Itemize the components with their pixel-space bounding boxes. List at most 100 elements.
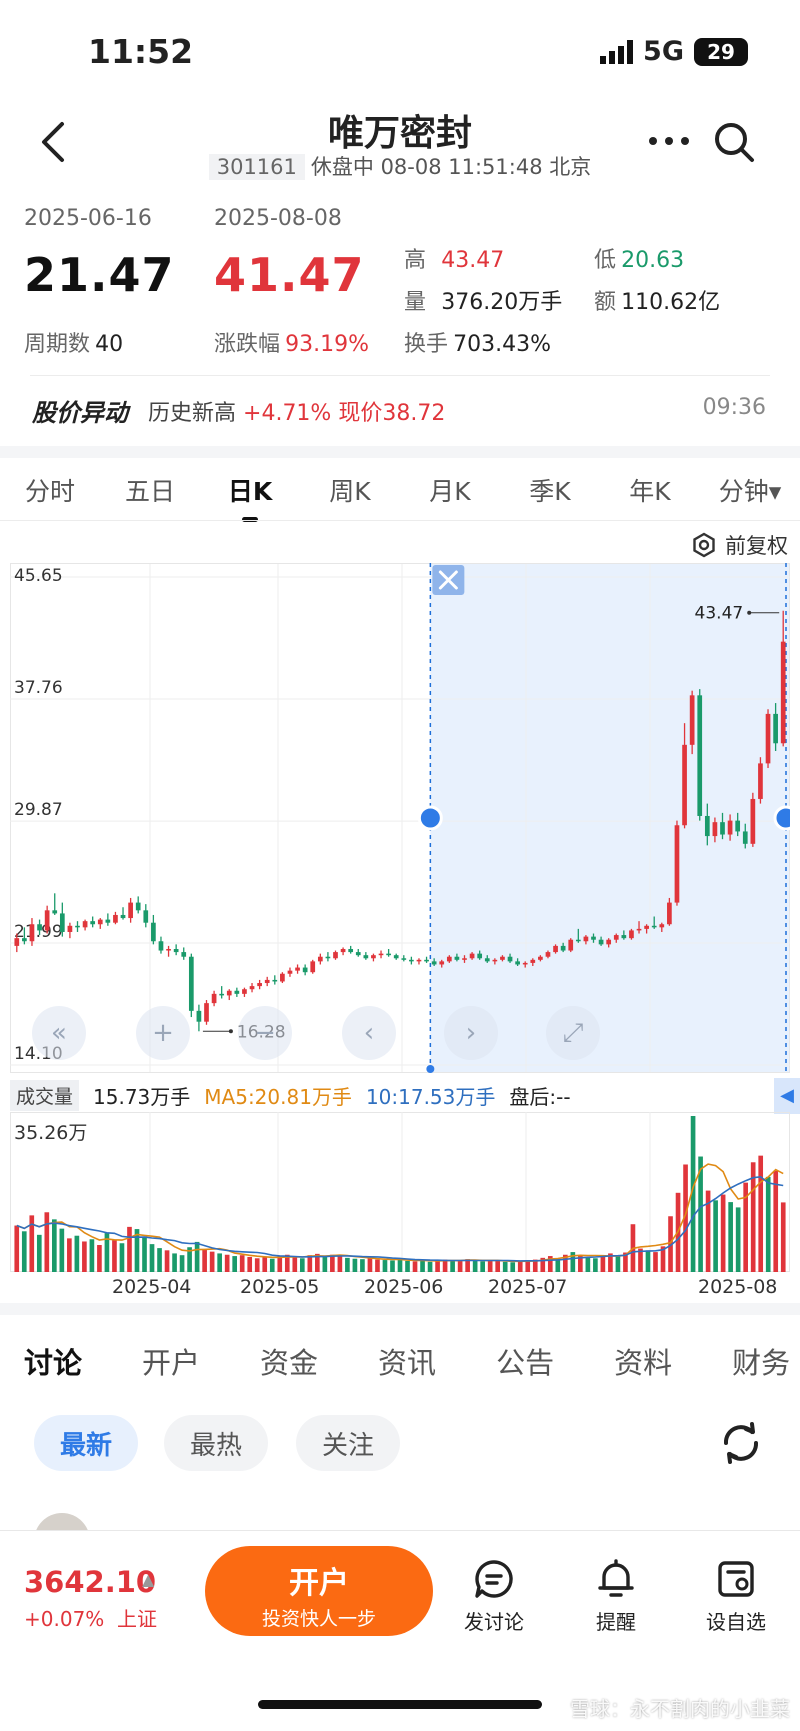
rewind-icon[interactable]: «: [32, 1006, 86, 1060]
add-watchlist-button[interactable]: 设自选: [686, 1558, 786, 1635]
next-icon[interactable]: ›: [444, 1006, 498, 1060]
price-adjust-button[interactable]: 前复权: [691, 530, 788, 560]
selection-close-icon[interactable]: [432, 565, 465, 595]
volume-bar: [127, 1226, 132, 1272]
volume-bar: [495, 1260, 501, 1272]
candle-body: [439, 961, 445, 965]
y-tick-label: 21.99: [14, 922, 63, 942]
zoom-in-icon[interactable]: +: [136, 1006, 190, 1060]
content-tab-0[interactable]: 讨论: [24, 1340, 82, 1382]
volume-bar: [315, 1253, 320, 1272]
chart-tab-7[interactable]: 分钟▾: [718, 477, 782, 506]
volume-bar: [427, 1261, 433, 1272]
content-tab-4[interactable]: 公告: [496, 1346, 555, 1380]
chat-icon: [475, 1560, 513, 1598]
volume-bar: [570, 1252, 576, 1272]
candle-body: [280, 973, 285, 982]
more-icon[interactable]: [646, 126, 692, 156]
chart-tabs: 分时 五日 日K 周K 月K 季K 年K 分钟▾: [0, 462, 800, 522]
volume-bar: [375, 1259, 380, 1272]
content-tabs: 讨论 开户 资金 资讯 公告 资料 财务: [24, 1340, 800, 1382]
candle-body: [742, 831, 748, 844]
candle-body: [348, 948, 354, 953]
open-account-button[interactable]: 开户 投资快人一步: [205, 1546, 433, 1636]
volume-bar: [397, 1259, 403, 1272]
candle-body: [310, 961, 316, 973]
back-icon[interactable]: [34, 118, 74, 166]
candle-body: [120, 914, 126, 919]
candle-body: [750, 798, 756, 844]
volume-bar: [277, 1256, 283, 1272]
chart-tab-5[interactable]: 季K: [529, 477, 571, 506]
expand-panel-icon[interactable]: ◀: [774, 1078, 800, 1114]
chart-tab-4[interactable]: 月K: [429, 477, 471, 506]
zoom-out-icon[interactable]: −: [238, 1006, 292, 1060]
content-tab-3[interactable]: 资讯: [378, 1346, 437, 1380]
refresh-icon[interactable]: [718, 1420, 764, 1466]
volume-bar: [532, 1259, 538, 1272]
alert-tag[interactable]: 股价异动: [32, 399, 128, 427]
x-tick-label: 2025-07: [488, 1276, 568, 1298]
volume-bar: [758, 1155, 764, 1272]
start-price: 21.47: [24, 248, 175, 302]
volume-bar: [36, 1234, 42, 1272]
selection-band: [430, 563, 790, 1073]
content-tab-5[interactable]: 资料: [614, 1346, 673, 1380]
x-tick-label: 2025-06: [364, 1276, 444, 1298]
content-tab-6[interactable]: 财务: [732, 1346, 791, 1380]
volume-bar: [52, 1219, 57, 1272]
post-discussion-button[interactable]: 发讨论: [444, 1558, 544, 1635]
content-tab-1[interactable]: 开户: [142, 1346, 201, 1380]
search-icon[interactable]: [712, 120, 756, 164]
chart-tab-3[interactable]: 周K: [329, 477, 371, 506]
candle-body: [735, 820, 741, 832]
candle-body: [492, 959, 498, 962]
x-tick-label: 2025-08: [698, 1276, 778, 1298]
battery-icon: 29: [694, 37, 748, 66]
candle-body: [446, 956, 452, 962]
candle-body: [682, 744, 687, 826]
ma10-line: [16, 1175, 784, 1262]
chart-tab-2[interactable]: 日K: [200, 462, 300, 522]
volume-bar: [540, 1257, 546, 1272]
candle-body: [545, 952, 551, 957]
volume-bar: [487, 1260, 493, 1272]
index-change[interactable]: +0.07% 上证: [24, 1607, 158, 1631]
filter-hot[interactable]: 最热: [164, 1415, 268, 1471]
index-value[interactable]: 3642.10: [24, 1565, 157, 1599]
chart-tab-6[interactable]: 年K: [629, 477, 671, 506]
volume-bar: [307, 1255, 313, 1272]
high-price: 高 43.47: [404, 248, 505, 273]
reminder-button[interactable]: 提醒: [566, 1558, 666, 1635]
volume-bar: [82, 1241, 87, 1272]
filter-follow[interactable]: 关注: [296, 1415, 400, 1471]
volume-bar: [179, 1255, 185, 1272]
volume-bar: [149, 1244, 155, 1272]
candle-body: [568, 939, 574, 951]
candle-body: [158, 941, 164, 951]
candle-body: [500, 956, 505, 960]
candle-body: [14, 938, 20, 946]
filter-latest[interactable]: 最新: [34, 1415, 138, 1471]
chart-tab-0[interactable]: 分时: [24, 477, 75, 506]
ma5-line: [16, 1163, 784, 1263]
alert-text[interactable]: 历史新高 +4.71% 现价38.72: [148, 401, 446, 426]
content-tab-2[interactable]: 资金: [260, 1346, 319, 1380]
candle-body: [560, 945, 566, 951]
volume-bar: [547, 1256, 553, 1272]
volume-tag[interactable]: 成交量: [10, 1079, 80, 1111]
candle-body: [575, 939, 581, 942]
candle-body: [151, 922, 156, 942]
volume-bar: [112, 1240, 117, 1272]
volume-chart: [10, 1112, 790, 1272]
chart-tab-1[interactable]: 五日: [124, 477, 175, 506]
prev-icon[interactable]: ‹: [342, 1006, 396, 1060]
candle-body: [636, 928, 642, 931]
fullscreen-icon[interactable]: ⤢: [546, 1006, 600, 1060]
volume-bar: [21, 1231, 27, 1272]
x-tick-label: 2025-05: [240, 1276, 320, 1298]
volume-bar: [780, 1202, 786, 1272]
candle-body: [401, 958, 407, 960]
volume-bar: [239, 1255, 245, 1272]
